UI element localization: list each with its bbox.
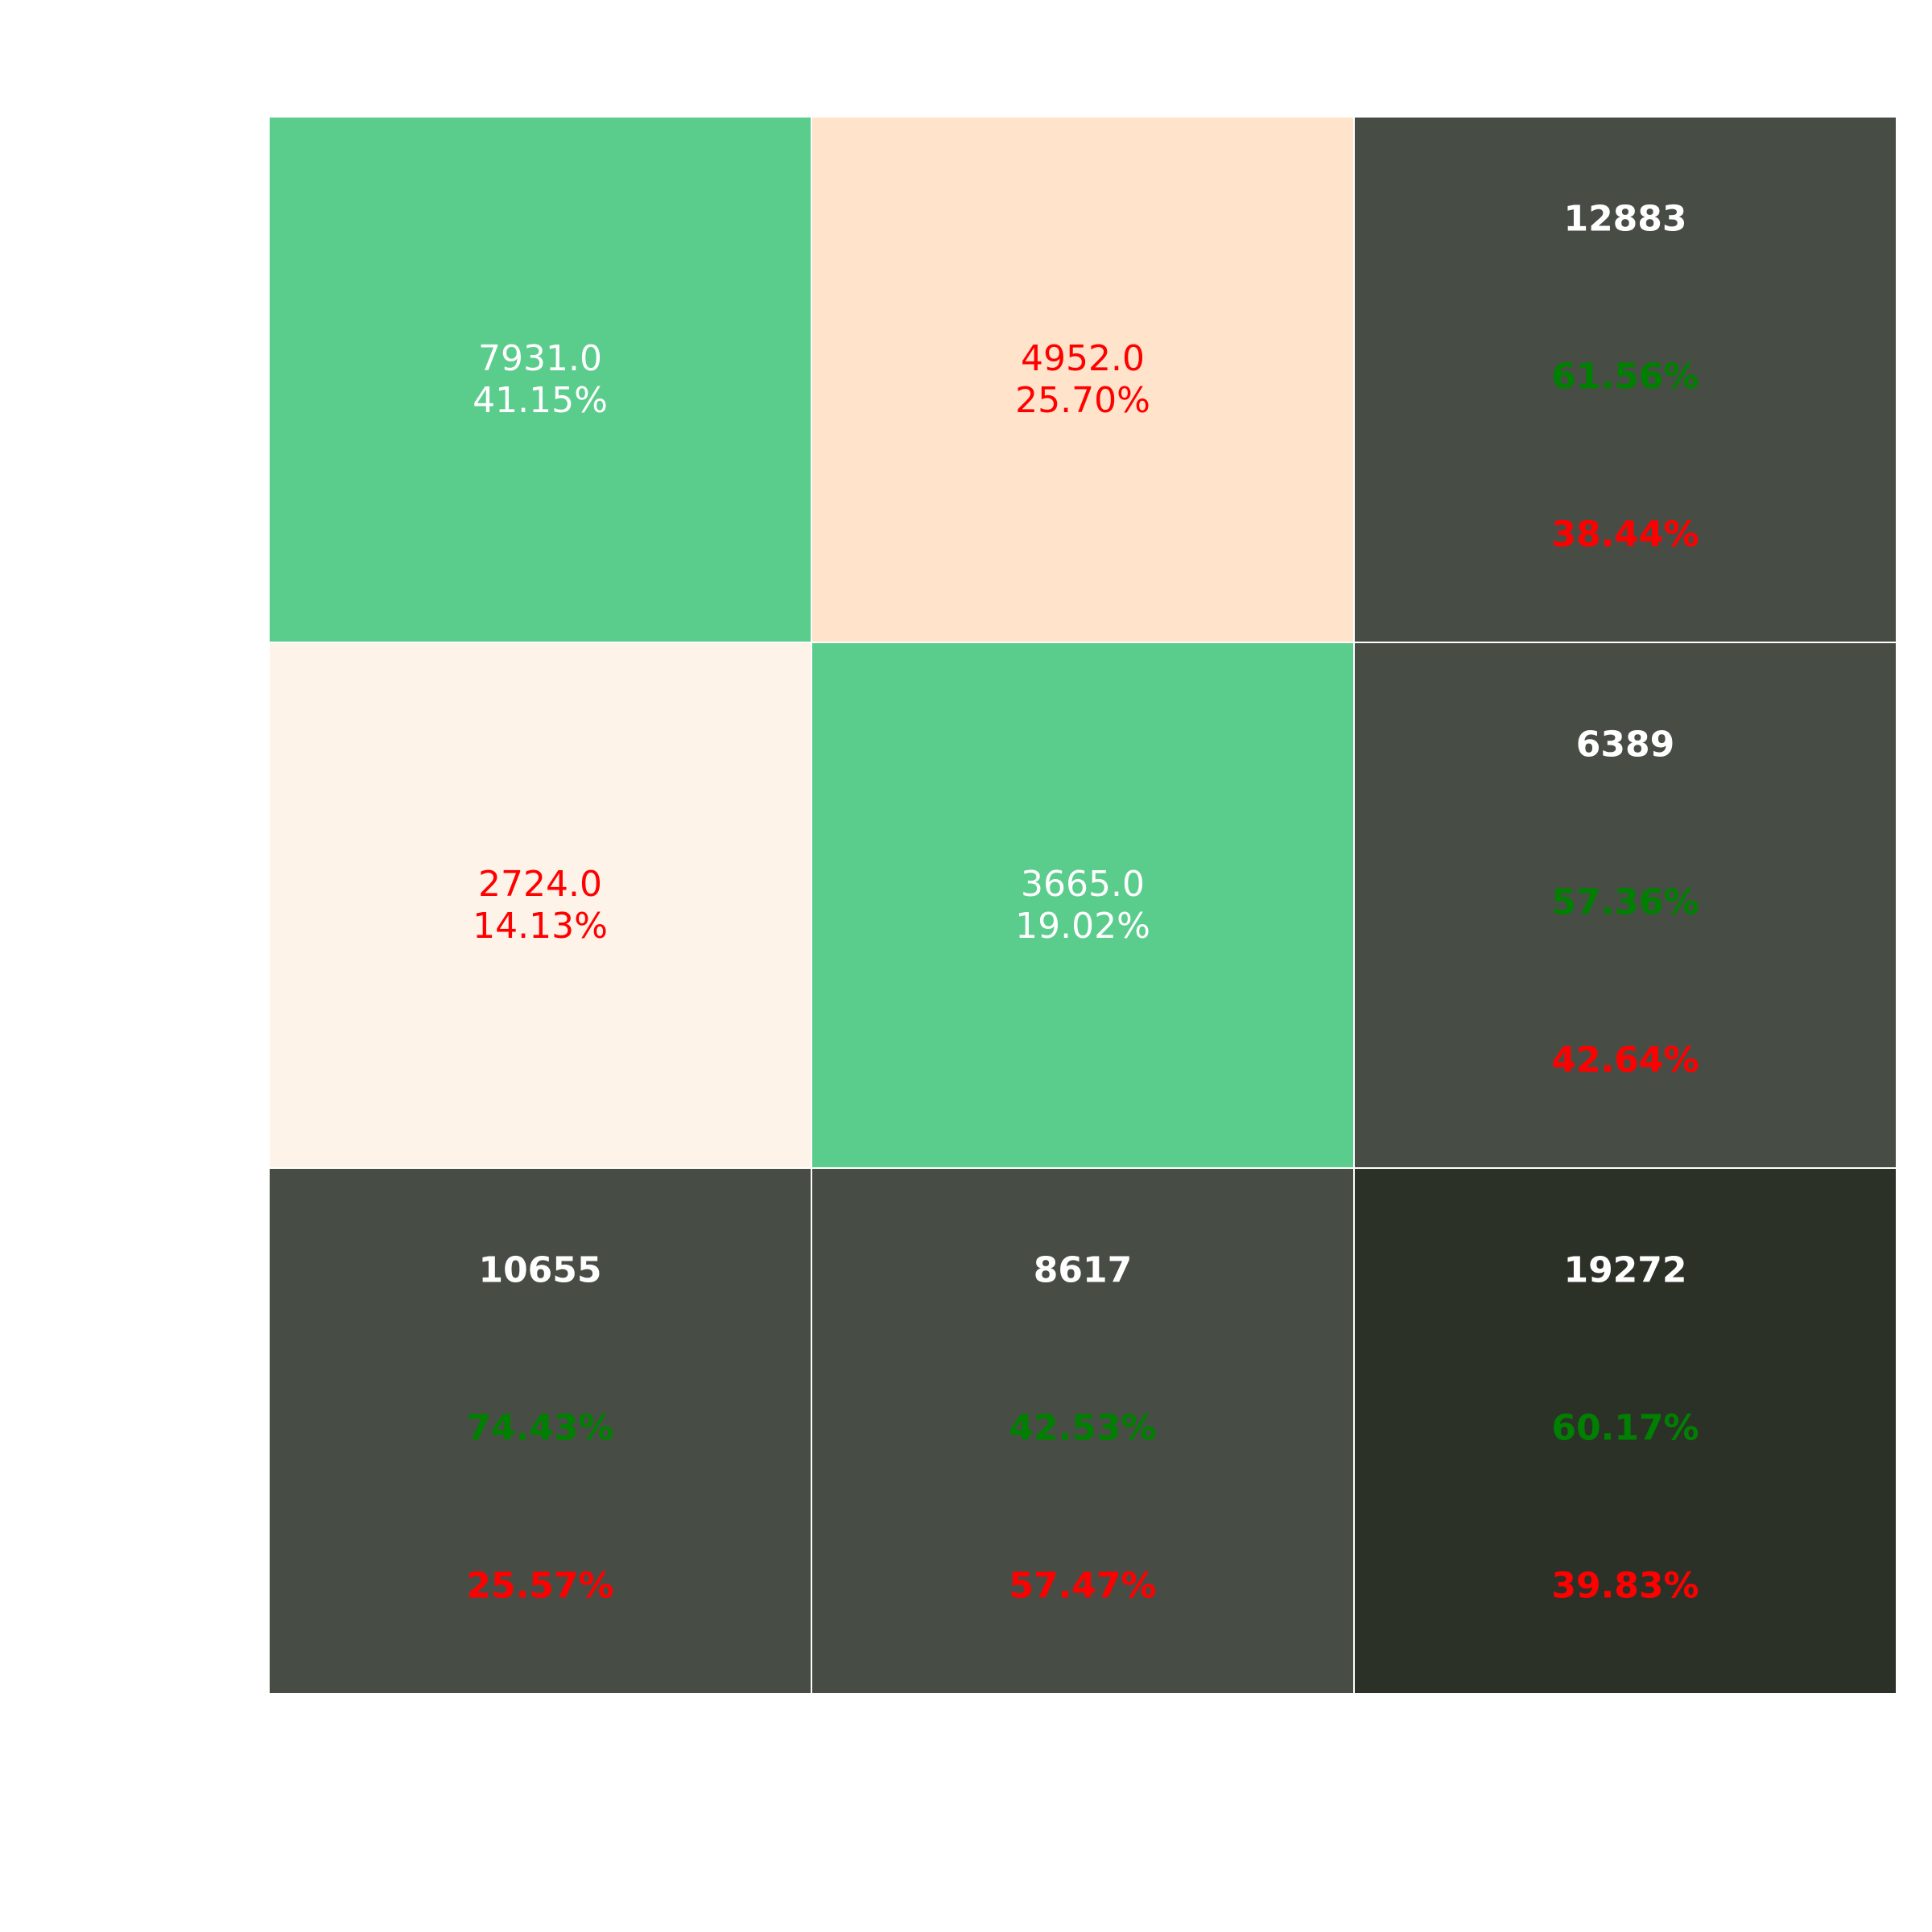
- summary-total-label: 10655: [478, 1250, 601, 1291]
- cell-percent-label: 19.02%: [1015, 906, 1150, 947]
- summary-cell: [268, 1167, 812, 1695]
- total-cell: [1353, 1167, 1897, 1695]
- summary-good-percent-label: 61.56%: [1551, 357, 1699, 398]
- cell-count-label: 7931.0: [478, 338, 602, 379]
- cell-percent-label: 25.70%: [1015, 380, 1150, 421]
- summary-good-percent-label: 74.43%: [466, 1408, 613, 1449]
- summary-bad-percent-label: 57.47%: [1009, 1566, 1156, 1607]
- summary-good-percent-label: 42.53%: [1009, 1408, 1156, 1449]
- summary-total-label: 19272: [1563, 1250, 1686, 1291]
- summary-total-label: 12883: [1563, 199, 1686, 240]
- summary-total-label: 8617: [1034, 1250, 1132, 1291]
- cell-count-label: 2724.0: [478, 864, 602, 905]
- matrix-cell: [811, 642, 1355, 1169]
- summary-bad-percent-label: 42.64%: [1551, 1040, 1699, 1081]
- matrix-cells: [268, 116, 1897, 1695]
- summary-bad-percent-label: 39.83%: [1551, 1566, 1699, 1607]
- cell-percent-label: 14.13%: [473, 906, 608, 947]
- cell-count-label: 3665.0: [1021, 864, 1145, 905]
- matrix-cell: [268, 116, 812, 643]
- matrix-labels: 7931.041.15% 4952.025.70% 2724.014.13% 3665…: [466, 199, 1699, 1607]
- summary-bad-percent-label: 25.57%: [466, 1566, 613, 1607]
- summary-good-percent-label: 57.36%: [1551, 882, 1699, 923]
- summary-cell: [1353, 116, 1897, 643]
- summary-cell: [1353, 642, 1897, 1169]
- summary-total-label: 6389: [1576, 724, 1674, 766]
- summary-bad-percent-label: 38.44%: [1551, 514, 1699, 555]
- matrix-cell: [268, 642, 812, 1169]
- cell-count-label: 4952.0: [1021, 338, 1145, 379]
- matrix-cell: [811, 116, 1355, 643]
- cell-percent-label: 41.15%: [473, 380, 608, 421]
- summary-cell: [811, 1167, 1355, 1695]
- summary-good-percent-label: 60.17%: [1551, 1408, 1699, 1449]
